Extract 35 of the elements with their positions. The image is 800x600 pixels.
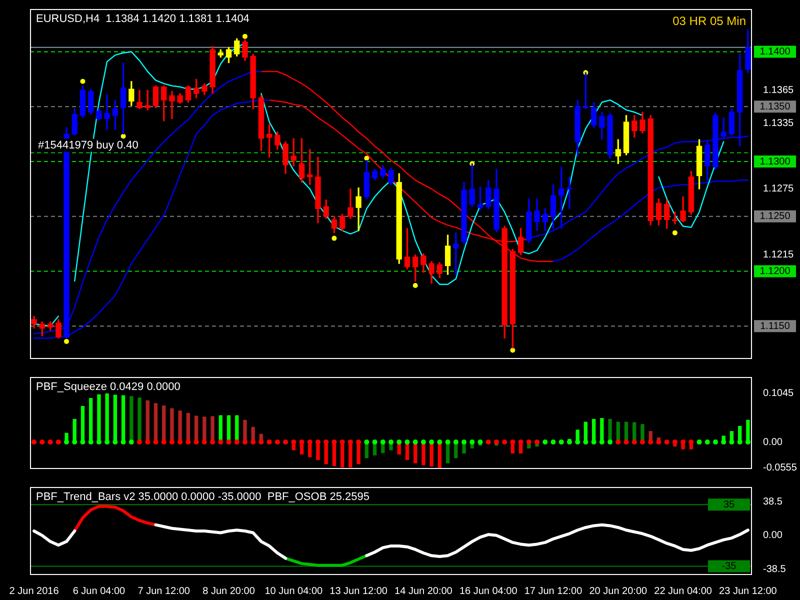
x-tick-label: 22 Jun 04:00	[654, 586, 712, 597]
x-tick-label: 6 Jun 04:00	[72, 586, 126, 597]
ref-line-label: -35	[722, 560, 737, 572]
chart-title: PBF_Squeeze 0.0429 0.0000	[36, 381, 180, 393]
x-tick-label: 17 Jun 12:00	[524, 586, 583, 597]
y-tick-label: 0.00	[763, 436, 783, 448]
chart-title: PBF_Trend_Bars v2 35.0000 0.0000 -35.0000 PBF_OSOB 25.2595	[36, 491, 370, 503]
ref-line-label: 1.1150	[760, 320, 790, 332]
x-tick-label: 14 Jun 20:00	[394, 586, 453, 597]
x-tick-label: 2 Jun 2016	[9, 586, 60, 597]
x-tick-label: 8 Jun 20:00	[202, 586, 256, 597]
ref-line-label: 1.1300	[760, 156, 791, 168]
ref-line-label: 35	[723, 499, 735, 510]
ref-line-label: 1.1350	[760, 101, 791, 112]
y-tick-label: 38.5	[763, 496, 783, 508]
annotation: 03 HR 05 Min	[672, 14, 746, 28]
chart-title: EURUSD,H4 1.1384 1.1420 1.1381 1.1404	[36, 13, 250, 25]
y-tick-label: 0.1045	[763, 388, 794, 400]
annotation: #15441979 buy 0.40	[38, 140, 138, 152]
y-tick-label: 1.1275	[763, 184, 794, 195]
y-tick-label: -0.0555	[763, 462, 798, 474]
x-tick-label: 23 Jun 12:00	[719, 586, 778, 597]
y-tick-label: 1.1215	[763, 250, 794, 261]
ref-line-label: 1.1250	[760, 211, 791, 222]
y-tick-label: 1.1365	[763, 84, 794, 96]
x-tick-label: 16 Jun 04:00	[459, 586, 518, 597]
y-tick-label: -38.5	[763, 564, 786, 576]
x-tick-label: 13 Jun 12:00	[330, 586, 388, 597]
ref-line-label: 1.1400	[760, 46, 791, 58]
y-tick-label: 1.1335	[763, 118, 794, 129]
x-tick-label: 10 Jun 04:00	[264, 586, 324, 597]
x-tick-label: 20 Jun 20:00	[589, 586, 648, 597]
x-tick-label: 7 Jun 12:00	[138, 586, 190, 597]
ref-line-label: 1.1200	[760, 266, 791, 277]
y-tick-label: 0.00	[763, 530, 783, 542]
